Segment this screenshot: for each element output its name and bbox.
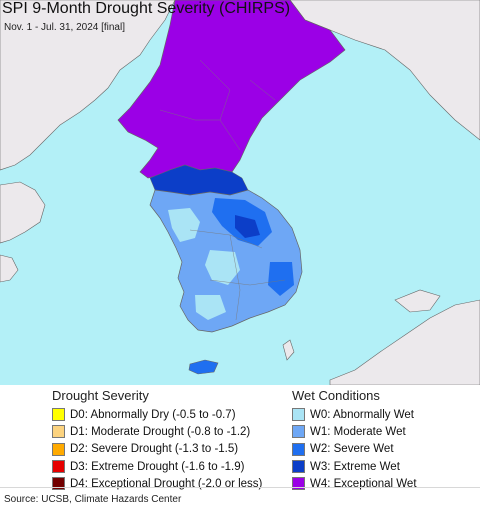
- legend-label-d1: D1: Moderate Drought (-0.8 to -1.2): [70, 425, 251, 438]
- legend-label-w3: W3: Extreme Wet: [310, 460, 400, 473]
- legend-label-d0: D0: Abnormally Dry (-0.5 to -0.7): [70, 408, 236, 421]
- legend-item-w0: W0: Abnormally Wet: [292, 406, 417, 423]
- wet-patch-abnormal-south: [195, 295, 226, 320]
- legend-item-d3: D3: Extreme Drought (-1.6 to -1.9): [52, 458, 262, 475]
- japan-landmass: [329, 299, 480, 385]
- legend-label-w4: W4: Exceptional Wet: [310, 477, 417, 490]
- legend-label-d3: D3: Extreme Drought (-1.6 to -1.9): [70, 460, 245, 473]
- legend-item-d4: D4: Exceptional Drought (-2.0 or less): [52, 475, 262, 492]
- legend-swatch-w2: [292, 442, 305, 456]
- legend-label-d4: D4: Exceptional Drought (-2.0 or less): [70, 477, 263, 490]
- legend-item-d0: D0: Abnormally Dry (-0.5 to -0.7): [52, 406, 262, 423]
- japan-island-north: [394, 289, 441, 313]
- legend-item-d1: D1: Moderate Drought (-0.8 to -1.2): [52, 423, 262, 440]
- legend-item-w4: W4: Exceptional Wet: [292, 475, 417, 492]
- jeju-island: [188, 359, 219, 375]
- legend-label-w0: W0: Abnormally Wet: [310, 408, 414, 421]
- legend-item-w1: W1: Moderate Wet: [292, 423, 417, 440]
- legend-label-d2: D2: Severe Drought (-1.3 to -1.5): [70, 443, 239, 456]
- drought-map: [0, 0, 480, 385]
- tsushima-island: [282, 339, 295, 361]
- wet-patch-extreme: [235, 215, 260, 238]
- legend-swatch-w0: [292, 408, 305, 422]
- legend-swatch-d3: [52, 460, 65, 474]
- legend-drought-title: Drought Severity: [52, 388, 149, 403]
- china-coast-islands: [0, 254, 19, 283]
- wet-patch-abnormal-central: [205, 250, 240, 285]
- province-borders: [159, 59, 286, 321]
- russia-landmass: [289, 0, 480, 141]
- legend-swatch-d1: [52, 425, 65, 439]
- source-credit: Source: UCSB, Climate Hazards Center: [4, 494, 182, 505]
- legend-label-w2: W2: Severe Wet: [310, 443, 394, 456]
- legend-wet-title: Wet Conditions: [292, 388, 380, 403]
- legend-swatch-d4: [52, 477, 65, 491]
- map-canvas: [0, 0, 480, 385]
- china-landmass: [0, 0, 176, 171]
- china-coast-south: [0, 181, 46, 244]
- map-title: SPI 9-Month Drought Severity (CHIRPS): [2, 0, 291, 17]
- legend-drought: Drought Severity D0: Abnormally Dry (-0.…: [52, 388, 262, 492]
- legend-item-w2: W2: Severe Wet: [292, 441, 417, 458]
- map-subtitle: Nov. 1 - Jul. 31, 2024 [final]: [4, 22, 125, 33]
- wet-patch-abnormal-west: [168, 208, 200, 242]
- legend-swatch-w1: [292, 425, 305, 439]
- legend-item-d2: D2: Severe Drought (-1.3 to -1.5): [52, 441, 262, 458]
- wet-patch-severe-east: [268, 262, 294, 296]
- legend-label-w1: W1: Moderate Wet: [310, 425, 406, 438]
- legend-swatch-w3: [292, 460, 305, 474]
- legend-swatch-d0: [52, 408, 65, 422]
- legend-item-w3: W3: Extreme Wet: [292, 458, 417, 475]
- legend-swatch-d2: [52, 442, 65, 456]
- footer-divider: [0, 487, 480, 488]
- legend-wet: Wet Conditions W0: Abnormally Wet W1: Mo…: [292, 388, 417, 492]
- legend-swatch-w4: [292, 477, 305, 491]
